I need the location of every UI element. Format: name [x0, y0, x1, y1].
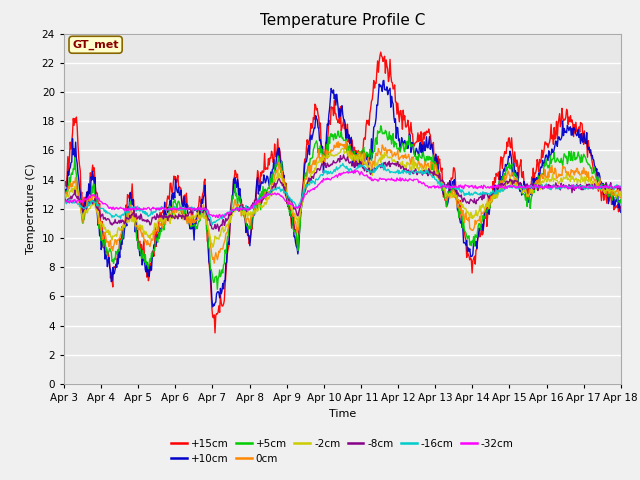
Y-axis label: Temperature (C): Temperature (C) — [26, 163, 36, 254]
Text: GT_met: GT_met — [72, 40, 119, 50]
Legend: +15cm, +10cm, +5cm, 0cm, -2cm, -8cm, -16cm, -32cm: +15cm, +10cm, +5cm, 0cm, -2cm, -8cm, -16… — [167, 435, 518, 468]
X-axis label: Time: Time — [329, 408, 356, 419]
Title: Temperature Profile C: Temperature Profile C — [260, 13, 425, 28]
